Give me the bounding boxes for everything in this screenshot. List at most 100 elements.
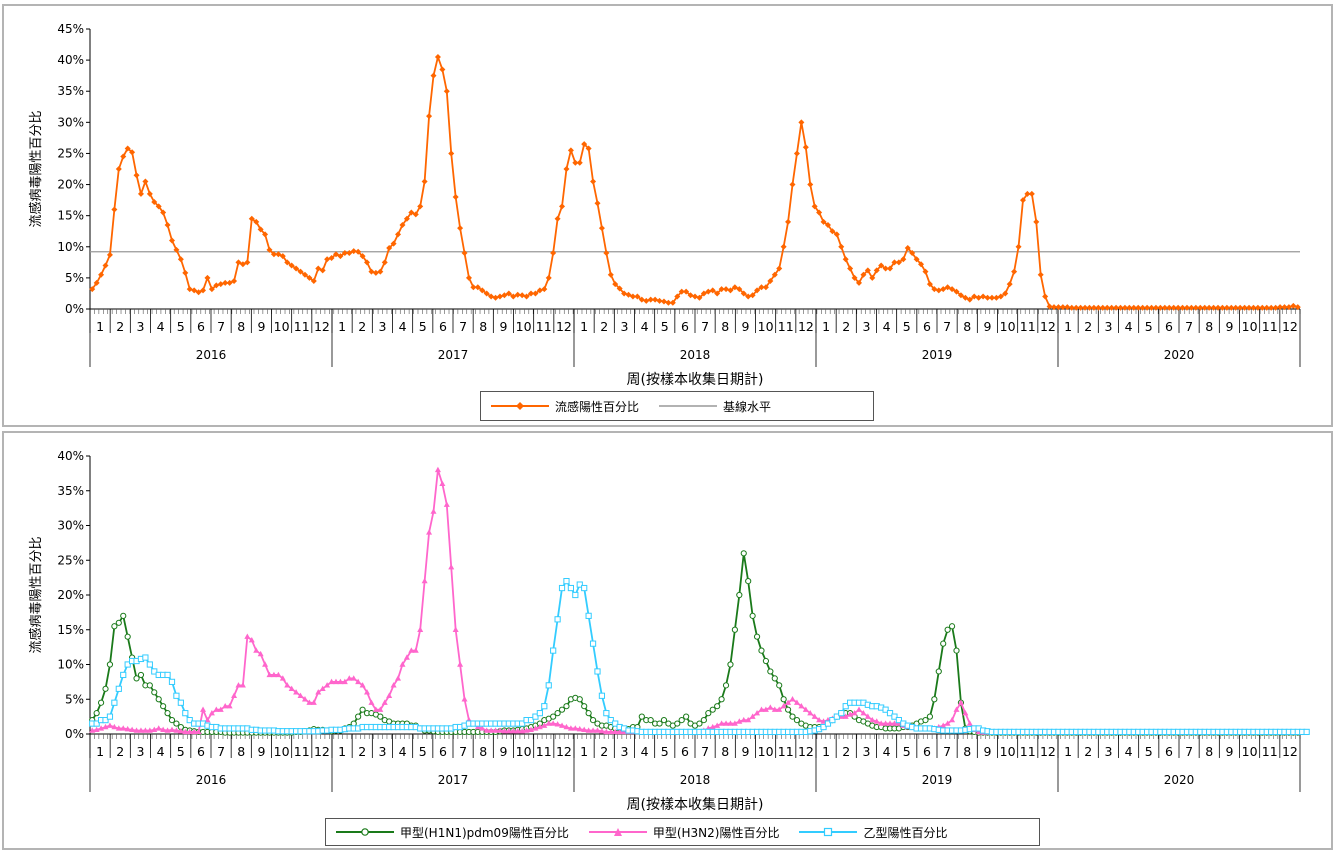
data-point	[816, 209, 823, 216]
data-point	[133, 172, 140, 179]
data-point	[315, 265, 322, 272]
data-point	[612, 720, 619, 727]
data-point	[182, 269, 189, 276]
data-point	[1086, 304, 1093, 311]
data-point	[984, 294, 991, 301]
x-month-label: 9	[983, 744, 991, 759]
x-month-label: 9	[257, 744, 265, 759]
data-point	[1037, 271, 1044, 278]
data-point	[381, 699, 388, 705]
data-point	[1206, 304, 1213, 311]
data-point	[926, 281, 933, 288]
data-point	[1042, 293, 1049, 300]
x-year-label: 2016	[196, 348, 227, 362]
data-point	[1285, 304, 1292, 311]
x-month-label: 3	[862, 744, 870, 759]
data-point	[332, 678, 339, 685]
data-point	[284, 259, 291, 266]
data-point	[789, 696, 796, 702]
x-year-label: 2016	[196, 773, 227, 787]
legend-label: 流感陽性百分比	[555, 399, 640, 414]
legend-label: 乙型陽性百分比	[863, 825, 948, 840]
y-tick-label: 20%	[57, 178, 84, 192]
data-point	[709, 723, 716, 730]
data-point	[479, 287, 486, 294]
data-point	[262, 231, 269, 238]
data-point	[559, 722, 566, 728]
x-month-label: 9	[741, 744, 749, 759]
chart-legend: 流感陽性百分比 基線水平	[480, 391, 874, 421]
data-point	[146, 682, 153, 689]
data-point	[111, 723, 118, 730]
x-month-label: 5	[177, 319, 185, 334]
data-point	[541, 703, 548, 710]
data-point	[869, 716, 876, 723]
data-point	[372, 269, 379, 276]
data-point	[962, 709, 969, 716]
data-point	[887, 265, 894, 272]
data-point	[142, 727, 149, 733]
data-point	[1152, 304, 1159, 311]
data-point	[1130, 304, 1137, 311]
data-point	[674, 293, 681, 300]
data-point	[656, 297, 663, 304]
data-point	[137, 190, 144, 197]
data-point	[1263, 304, 1270, 311]
data-point	[146, 190, 153, 197]
data-point	[505, 728, 512, 734]
data-point	[355, 713, 362, 720]
data-point	[785, 699, 792, 705]
data-point	[833, 231, 840, 238]
data-point	[638, 713, 645, 720]
data-point	[173, 720, 180, 727]
data-point	[1144, 304, 1151, 311]
x-year-label: 2017	[438, 773, 469, 787]
data-point	[337, 253, 344, 260]
data-point	[953, 647, 960, 654]
y-tick-label: 30%	[57, 115, 84, 129]
data-point	[740, 290, 747, 297]
x-month-label: 11	[294, 319, 310, 334]
data-point	[124, 145, 131, 152]
data-point	[1024, 190, 1031, 197]
x-month-label: 6	[681, 319, 689, 334]
x-month-label: 1	[96, 744, 104, 759]
data-point	[607, 717, 614, 724]
y-tick-label: 0%	[65, 727, 84, 741]
data-point	[102, 685, 109, 692]
x-month-label: 6	[439, 319, 447, 334]
data-point	[328, 254, 335, 261]
data-point	[248, 636, 255, 643]
data-point	[186, 286, 193, 293]
x-month-label: 11	[294, 744, 310, 759]
data-point	[731, 720, 738, 726]
data-point	[616, 728, 623, 735]
y-tick-label: 25%	[57, 146, 84, 160]
data-point	[173, 692, 180, 699]
data-point	[492, 727, 499, 733]
data-point	[231, 692, 238, 698]
data-point	[501, 728, 508, 734]
data-point	[988, 294, 995, 301]
data-point	[186, 728, 193, 735]
data-point	[168, 237, 175, 244]
data-point	[550, 250, 557, 256]
data-point	[1104, 304, 1111, 311]
legend-item-h1n1: 甲型(H1N1)pdm09陽性百分比	[336, 824, 569, 841]
x-month-label: 2	[600, 319, 608, 334]
y-tick-label: 10%	[57, 658, 84, 672]
data-point	[133, 727, 140, 733]
data-point	[563, 166, 570, 172]
data-point	[510, 728, 517, 734]
data-point	[443, 88, 450, 95]
data-point	[940, 722, 947, 728]
x-month-label: 1	[96, 319, 104, 334]
data-point	[980, 293, 987, 300]
data-point	[443, 501, 450, 507]
data-point	[563, 703, 570, 710]
data-point	[855, 279, 862, 286]
data-point	[966, 296, 973, 303]
data-point	[448, 150, 455, 157]
data-point	[864, 267, 871, 274]
data-point	[727, 287, 734, 294]
